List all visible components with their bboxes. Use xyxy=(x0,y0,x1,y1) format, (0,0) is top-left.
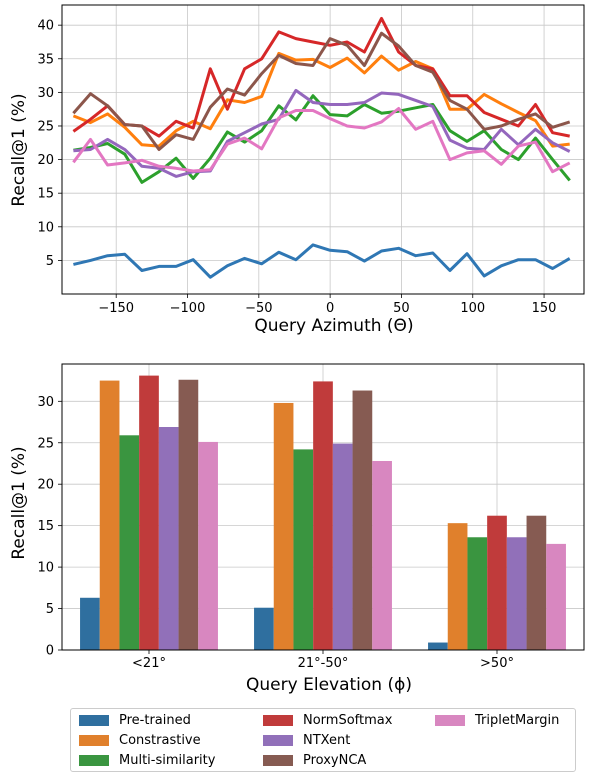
line-chart-ticks: −150 −100 −50 0 50 100 150 5 10 15 20 25 30 35 40 xyxy=(37,19,556,316)
line-series-tripletmargin xyxy=(72,107,571,174)
y-tick-label: 10 xyxy=(37,220,54,235)
bar-constrastive-1 xyxy=(273,402,294,650)
x-tick-label: >50° xyxy=(480,656,514,671)
legend-swatch xyxy=(79,754,109,766)
legend-label: NTXent xyxy=(303,732,351,748)
legend-swatch xyxy=(263,714,293,726)
legend: Pre-trained Constrastive Multi-similarity N… xyxy=(70,708,576,772)
x-tick-label: 150 xyxy=(532,301,557,316)
bar-ntxent-2 xyxy=(506,537,527,650)
legend-label: Constrastive xyxy=(119,732,201,748)
y-tick-label: 30 xyxy=(37,395,54,410)
y-tick-label: 15 xyxy=(37,187,54,202)
azimuth-line-chart: −150 −100 −50 0 50 100 150 5 10 15 20 25 30 35 40 Quer… xyxy=(9,4,585,336)
bar-tripletmargin-0 xyxy=(198,441,218,650)
line-series-normsoftmax xyxy=(72,16,570,138)
line-series-pre-trained xyxy=(73,243,571,279)
line-series-ntxent xyxy=(73,88,571,178)
legend-item-ntxent: NTXent xyxy=(263,730,350,750)
x-tick-label: 100 xyxy=(460,301,485,316)
legend-label: Pre-trained xyxy=(119,712,191,728)
y-tick-label: 10 xyxy=(37,561,54,576)
line-chart-plot-area xyxy=(61,4,585,295)
bar-multi-similarity-2 xyxy=(467,537,488,650)
bar-multi-similarity-0 xyxy=(119,435,140,650)
x-tick-label: 0 xyxy=(326,301,334,316)
y-tick-label: 20 xyxy=(37,478,54,493)
bar-chart-bars xyxy=(80,375,566,650)
bar-chart-ticks: 0 5 10 15 20 25 30 <21° 21°-50° >50° xyxy=(37,395,514,671)
bar-constrastive-2 xyxy=(447,523,468,650)
x-tick-label: <21° xyxy=(132,656,166,671)
y-tick-label: 25 xyxy=(37,436,54,451)
bar-chart-xlabel: Query Elevation (ϕ) xyxy=(246,675,412,695)
legend-item-normsoftmax: NormSoftmax xyxy=(263,710,392,730)
line-chart-xlabel: Query Azimuth (Θ) xyxy=(254,316,413,336)
x-tick-label: 50 xyxy=(393,301,410,316)
line-series-proxynca xyxy=(72,31,571,151)
legend-item-constrastive: Constrastive xyxy=(79,730,201,750)
x-tick-label: −50 xyxy=(245,301,272,316)
legend-swatch xyxy=(263,734,293,746)
y-tick-label: 30 xyxy=(37,86,54,101)
y-tick-label: 40 xyxy=(37,19,54,34)
legend-swatch xyxy=(79,714,109,726)
bar-tripletmargin-1 xyxy=(372,460,392,650)
y-tick-label: 35 xyxy=(37,52,54,67)
bar-ntxent-0 xyxy=(158,427,179,650)
legend-swatch xyxy=(79,734,109,746)
legend-item-pre-trained: Pre-trained xyxy=(79,710,191,730)
legend-item-tripletmargin: TripletMargin xyxy=(435,710,559,730)
bar-normsoftmax-2 xyxy=(487,515,507,650)
bar-chart-ylabel: Recall@1 (%) xyxy=(9,446,29,559)
legend-label: TripletMargin xyxy=(475,712,560,728)
legend-label: Multi-similarity xyxy=(119,752,216,768)
bar-proxynca-1 xyxy=(352,390,373,650)
legend-item-proxynca: ProxyNCA xyxy=(263,750,366,770)
legend-label: NormSoftmax xyxy=(303,712,393,728)
bar-normsoftmax-1 xyxy=(313,381,333,650)
bar-proxynca-0 xyxy=(178,379,199,650)
bar-proxynca-2 xyxy=(526,515,547,650)
bar-normsoftmax-0 xyxy=(139,375,159,650)
elevation-bar-chart: 0 5 10 15 20 25 30 <21° 21°-50° >50° Query Elevat… xyxy=(9,363,585,695)
x-tick-label: −100 xyxy=(170,301,206,316)
y-tick-label: 25 xyxy=(37,119,54,134)
x-tick-label: −150 xyxy=(98,301,134,316)
bar-pre-trained-0 xyxy=(80,597,100,650)
bar-multi-similarity-1 xyxy=(293,449,314,650)
bar-ntxent-1 xyxy=(332,443,353,650)
bar-pre-trained-2 xyxy=(428,642,448,650)
line-chart-series xyxy=(72,16,571,279)
y-tick-label: 0 xyxy=(46,644,54,659)
x-tick-label: 21°-50° xyxy=(298,656,349,671)
y-tick-label: 5 xyxy=(46,602,54,617)
y-tick-label: 15 xyxy=(37,519,54,534)
legend-swatch xyxy=(263,754,293,766)
y-tick-label: 20 xyxy=(37,153,54,168)
legend-swatch xyxy=(435,714,465,726)
line-series-multi-similarity xyxy=(73,94,571,184)
legend-item-multi-similarity: Multi-similarity xyxy=(79,750,215,770)
y-tick-label: 5 xyxy=(46,254,54,269)
bar-pre-trained-1 xyxy=(254,607,274,650)
legend-label: ProxyNCA xyxy=(303,752,367,768)
line-chart-ylabel: Recall@1 (%) xyxy=(9,93,29,206)
bar-constrastive-0 xyxy=(99,380,120,650)
bar-tripletmargin-2 xyxy=(546,543,566,650)
